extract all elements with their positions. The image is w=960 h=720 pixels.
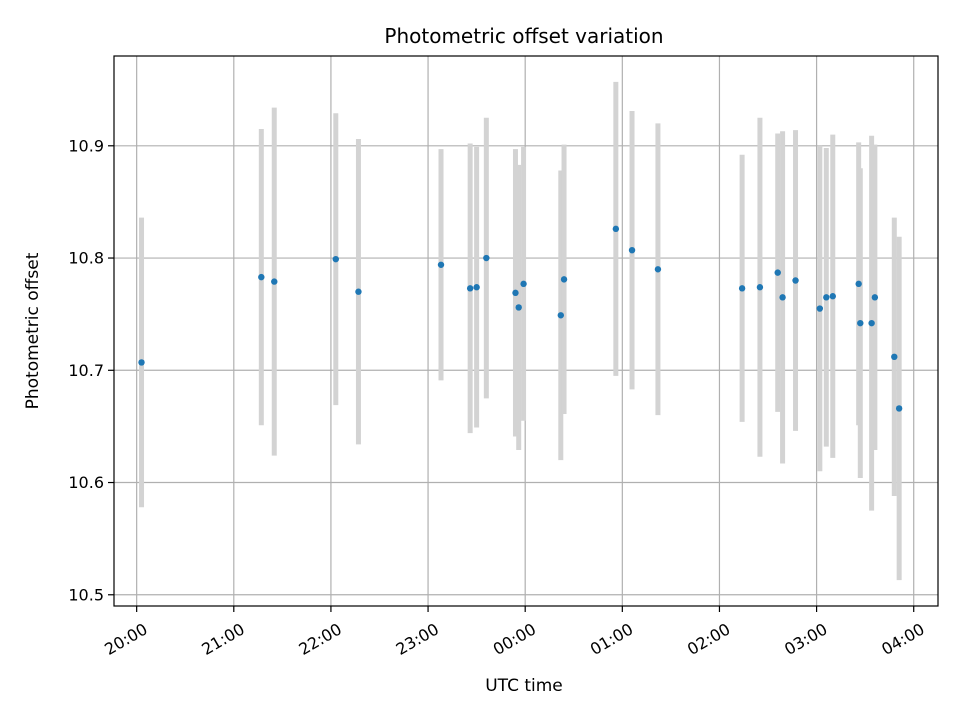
y-tick-label: 10.7 bbox=[68, 361, 104, 380]
data-point bbox=[774, 269, 781, 276]
y-axis-title: Photometric offset bbox=[23, 252, 43, 409]
plot-frame bbox=[113, 55, 939, 607]
data-point bbox=[756, 284, 764, 291]
x-axis-title: UTC time bbox=[485, 676, 563, 696]
data-point bbox=[823, 294, 830, 301]
data-point bbox=[483, 254, 490, 262]
data-point bbox=[512, 289, 519, 297]
data-point bbox=[855, 280, 862, 288]
data-point bbox=[515, 304, 522, 311]
data-point bbox=[332, 255, 339, 263]
data-point bbox=[857, 319, 864, 327]
data-point bbox=[258, 273, 265, 281]
data-point bbox=[816, 305, 824, 312]
data-point bbox=[779, 294, 786, 301]
y-tick-label: 10.5 bbox=[68, 585, 104, 604]
data-point bbox=[895, 405, 903, 412]
chart-title: Photometric offset variation bbox=[384, 24, 663, 48]
data-point bbox=[466, 285, 474, 292]
data-point bbox=[654, 266, 662, 273]
data-point bbox=[829, 293, 836, 300]
data-point bbox=[138, 359, 145, 366]
data-point bbox=[738, 285, 746, 292]
data-point bbox=[612, 225, 620, 233]
y-tick-label: 10.9 bbox=[68, 136, 104, 155]
tick-layer bbox=[108, 145, 915, 612]
data-point bbox=[560, 276, 568, 283]
data-point bbox=[355, 288, 362, 295]
data-point bbox=[271, 278, 278, 285]
data-point bbox=[868, 319, 875, 327]
data-point bbox=[473, 284, 480, 291]
data-point bbox=[628, 246, 636, 254]
point-layer bbox=[138, 225, 903, 412]
data-point bbox=[891, 353, 898, 361]
grid-layer bbox=[114, 56, 938, 606]
data-point bbox=[520, 280, 527, 288]
data-point bbox=[437, 261, 445, 268]
data-point bbox=[557, 312, 565, 319]
data-point bbox=[792, 277, 799, 284]
data-point bbox=[871, 294, 879, 301]
y-tick-label: 10.6 bbox=[68, 473, 104, 492]
y-tick-label: 10.8 bbox=[68, 249, 104, 268]
